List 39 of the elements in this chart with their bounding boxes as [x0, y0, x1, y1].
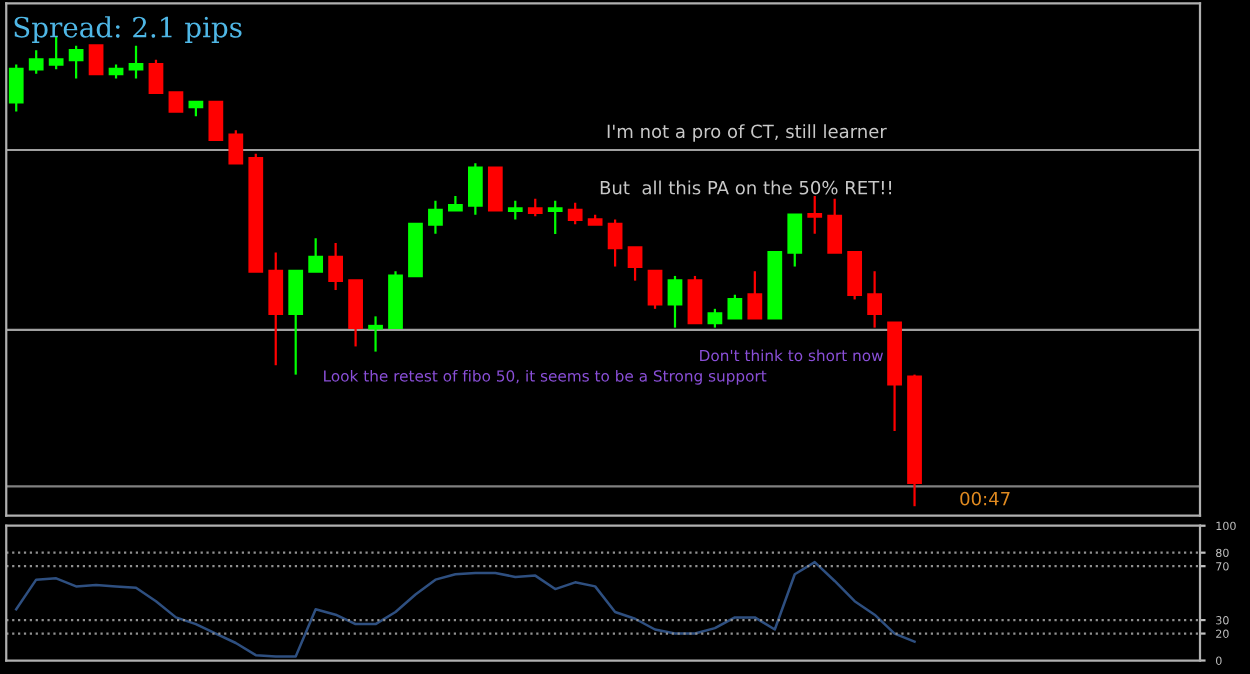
candlestick: [827, 197, 843, 254]
text: 00:47: [960, 491, 1010, 506]
candlestick: [8, 63, 24, 113]
candlestick: [627, 246, 643, 282]
candlestick: [727, 293, 743, 320]
candlestick: [328, 241, 344, 292]
candlestick: [28, 49, 44, 75]
candlestick: [348, 279, 363, 348]
candlestick: [847, 251, 863, 301]
candlestick: [487, 166, 503, 212]
candlestick: [428, 199, 443, 235]
candlestick: [667, 274, 683, 329]
candlestick: [128, 44, 144, 80]
candlestick: [208, 100, 224, 142]
annotation: Spread: 2.1 pips: [14, 16, 242, 44]
candlestick: [467, 162, 483, 216]
candlestick: [68, 44, 84, 80]
candlestick: [787, 213, 803, 268]
candlestick: [687, 274, 703, 325]
candlestick: [747, 270, 763, 320]
candlestick: [268, 251, 284, 367]
candlestick: [867, 270, 882, 329]
candlestick: [88, 44, 104, 76]
candlestick: [368, 315, 383, 353]
line-series: [14, 560, 916, 658]
candlestick: [308, 237, 324, 273]
candlestick: [807, 194, 823, 235]
candlestick: [647, 269, 663, 310]
candlestick: [607, 218, 623, 268]
candlestick: [148, 58, 164, 95]
candlestick: [707, 307, 723, 329]
annotation: But all this PA on the 50% RET!!: [600, 180, 891, 195]
candlestick: [547, 199, 563, 236]
candlestick: [567, 201, 583, 226]
candlestick: [168, 91, 184, 113]
candlestick: [228, 129, 244, 165]
candlestick: [507, 199, 523, 221]
candlestick: [288, 269, 304, 376]
annotation: I'm not a pro of CT, still learner: [607, 124, 887, 142]
